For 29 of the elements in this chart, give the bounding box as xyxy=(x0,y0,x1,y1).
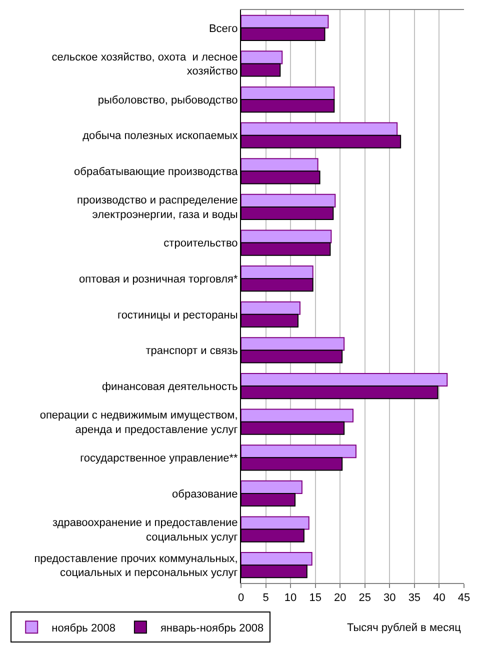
x-tick-label: 35 xyxy=(408,592,421,604)
x-tick-label: 10 xyxy=(284,592,297,604)
y-tick-label: обрабатывающие производства xyxy=(74,166,239,178)
legend-label: январь-ноябрь 2008 xyxy=(160,622,264,634)
x-tick-label: 25 xyxy=(358,592,372,604)
y-tick-label: оптовая и розничная торговля* xyxy=(79,273,239,286)
y-tick-label: гостиницы и рестораны xyxy=(118,309,238,322)
y-tick-label: образование xyxy=(172,488,238,500)
x-tick-label: 45 xyxy=(458,592,470,604)
y-tick-label: государственное управление** xyxy=(80,452,239,465)
y-tick-label: транспорт и связь xyxy=(146,345,238,358)
y-tick-label: производство и распределение электроэнергии, газа и воды xyxy=(77,194,238,221)
y-tick-label: предоставление прочих коммунальных, социальных и персональных услуг xyxy=(34,552,238,580)
y-tick-label: рыболовство, рыбоводство xyxy=(98,94,238,106)
x-tick-label: 40 xyxy=(433,592,446,604)
x-tick-label: 30 xyxy=(384,592,396,604)
x-tick-label: 0 xyxy=(238,592,244,604)
y-tick-label: операции с недвижимым имуществом, аренда и предоставление услуг xyxy=(40,410,238,436)
y-tick-label: финансовая деятельность xyxy=(102,380,238,393)
x-axis-title: Тысяч рублей в месяц xyxy=(347,622,462,634)
y-tick-label: добыча полезных ископаемых xyxy=(82,130,238,142)
x-tick-label: 5 xyxy=(262,592,269,604)
legend-label: ноябрь 2008 xyxy=(52,622,116,634)
y-tick-label: строительство xyxy=(164,238,238,250)
y-tick-label: здравоохранение и предоставление социальных услуг xyxy=(52,516,238,544)
y-tick-label: сельское хозяйство, охота и лесное хозяйство xyxy=(52,51,238,78)
x-tick-label: 15 xyxy=(309,592,322,604)
x-tick-label: 20 xyxy=(334,592,346,604)
y-tick-label: Всего xyxy=(208,22,238,35)
